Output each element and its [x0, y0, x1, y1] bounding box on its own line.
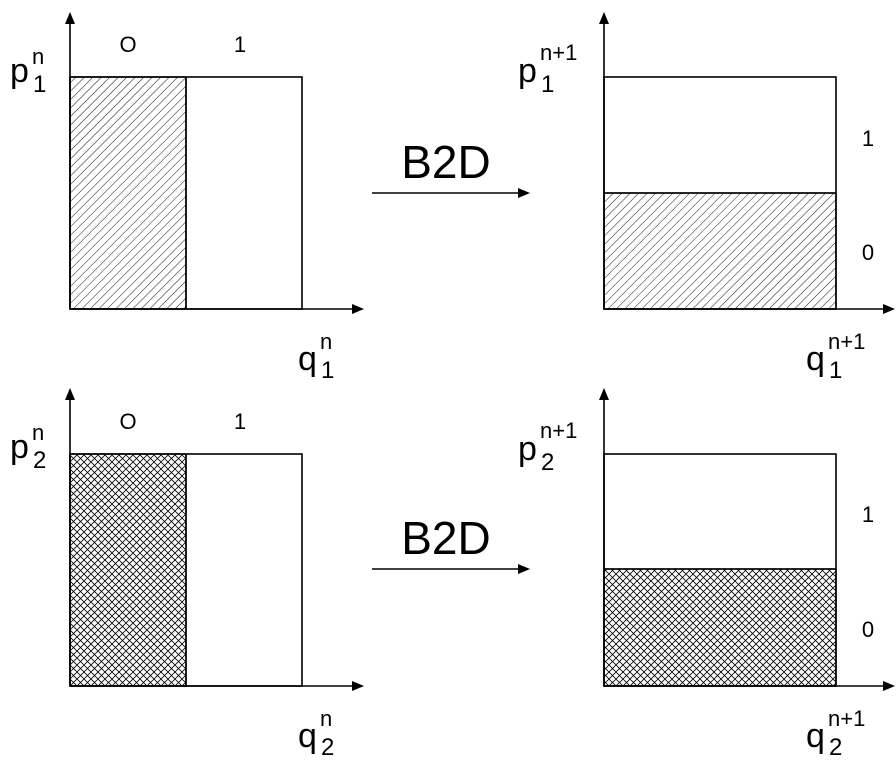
row2-left-x-label-base: q: [298, 717, 317, 755]
row1-right-x-label-base: q: [806, 340, 825, 378]
row1-left-region-0-label: O: [119, 32, 136, 57]
row2-left-region-1-label: 1: [234, 409, 246, 434]
row2-right-plot: 1 0 p n+1 2 q n+1 2: [518, 388, 895, 761]
row2-right-x-label-sub: 2: [829, 734, 842, 761]
row2-right-x-label: q n+1 2: [806, 706, 870, 761]
row1-left-plot: O 1 p n 1 q n 1: [10, 12, 364, 384]
row1-left-y-label-base: p: [10, 52, 29, 90]
row1-right-region-1-label: 1: [862, 126, 874, 151]
row2-left-plot: O 1 p n 2 q n 2: [10, 388, 364, 761]
row1-right-y-label-base: p: [518, 52, 537, 90]
row2-left-y-label-sup: n: [32, 420, 44, 445]
row2-right-x-label-sup: n+1: [828, 706, 865, 731]
row1-right-y-label-sup: n+1: [540, 40, 577, 65]
row1-right-x-label: q n+1 1: [806, 329, 870, 384]
row2-operator-label: B2D: [401, 512, 490, 564]
row1-left-x-label-sub: 1: [321, 357, 334, 384]
row1-left-shaded-region: [69, 76, 187, 310]
row1-left-x-label-base: q: [298, 340, 317, 378]
row2-left-shaded-region: [69, 453, 187, 687]
row1-right-region-0-label: 0: [862, 240, 874, 265]
row2-right-x-label-base: q: [806, 717, 825, 755]
row1-left-y-label-sub: 1: [33, 71, 46, 98]
row1-left-x-label-sup: n: [320, 329, 332, 354]
row2-right-y-label: p n+1 2: [518, 418, 582, 476]
row2-right-shaded-region: [603, 568, 837, 687]
row2-left-y-label: p n 2: [10, 420, 49, 474]
row2-right-y-label-base: p: [518, 430, 537, 468]
row2-operator: B2D: [372, 512, 530, 574]
row1-right-x-label-sup: n+1: [828, 329, 865, 354]
row1-left-region-1-label: 1: [234, 32, 246, 57]
row2-left-x-label-sub: 2: [321, 734, 334, 761]
row2-right-y-label-sup: n+1: [540, 418, 577, 443]
row2-right-region-1-label: 1: [862, 502, 874, 527]
row1-operator-label: B2D: [401, 136, 490, 188]
row1-left-y-label: p n 1: [10, 44, 49, 98]
row1-right-y-label: p n+1 1: [518, 40, 582, 98]
row1-right-plot: 1 0 p n+1 1 q n+1 1: [518, 12, 895, 384]
row2-right-y-label-sub: 2: [541, 449, 554, 476]
row2-left-x-label-sup: n: [320, 706, 332, 731]
row1-right-x-label-sub: 1: [829, 357, 842, 384]
row2-left-region-0-label: O: [119, 409, 136, 434]
row2-left-y-label-sub: 2: [33, 447, 46, 474]
row1-operator: B2D: [372, 136, 530, 198]
row1-left-y-label-sup: n: [32, 44, 44, 69]
row1-left-x-label: q n 1: [298, 329, 337, 384]
row2-right-region-0-label: 0: [862, 617, 874, 642]
row1-right-shaded-region: [603, 192, 837, 310]
row1-right-y-label-sub: 1: [541, 71, 554, 98]
row2-left-x-label: q n 2: [298, 706, 337, 761]
row2-left-y-label-base: p: [10, 428, 29, 466]
